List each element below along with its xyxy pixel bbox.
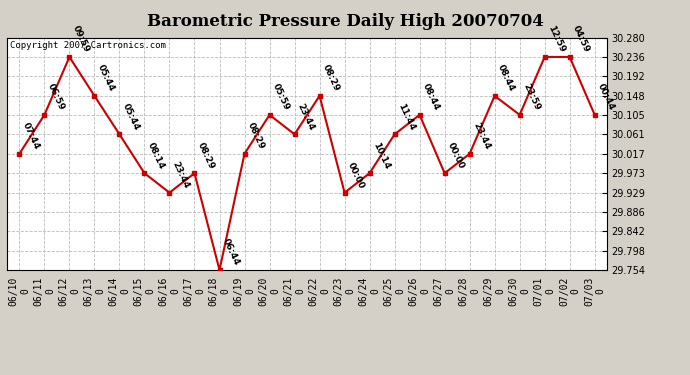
Text: 12:59: 12:59 xyxy=(546,24,566,54)
Text: 06:59: 06:59 xyxy=(46,82,66,112)
Text: 08:14: 08:14 xyxy=(146,141,166,170)
Text: 10:14: 10:14 xyxy=(371,141,391,170)
Text: Barometric Pressure Daily High 20070704: Barometric Pressure Daily High 20070704 xyxy=(146,13,544,30)
Text: 23:44: 23:44 xyxy=(471,121,491,151)
Text: 00:00: 00:00 xyxy=(446,141,466,170)
Text: 05:44: 05:44 xyxy=(121,102,141,132)
Text: 09:59: 09:59 xyxy=(71,24,91,54)
Text: 08:29: 08:29 xyxy=(246,121,266,151)
Text: Copyright 2007 Cartronics.com: Copyright 2007 Cartronics.com xyxy=(10,41,166,50)
Text: 06:44: 06:44 xyxy=(221,237,242,267)
Text: 08:44: 08:44 xyxy=(496,63,516,93)
Text: 23:44: 23:44 xyxy=(296,102,316,132)
Text: 08:29: 08:29 xyxy=(321,63,341,93)
Text: 11:44: 11:44 xyxy=(396,102,416,132)
Text: 00:44: 00:44 xyxy=(596,82,616,112)
Text: 08:44: 08:44 xyxy=(421,82,442,112)
Text: 07:44: 07:44 xyxy=(21,121,41,151)
Text: 23:44: 23:44 xyxy=(171,160,191,190)
Text: 05:44: 05:44 xyxy=(96,63,116,93)
Text: 04:59: 04:59 xyxy=(571,24,591,54)
Text: 23:59: 23:59 xyxy=(521,82,542,112)
Text: 08:29: 08:29 xyxy=(196,141,216,170)
Text: 05:59: 05:59 xyxy=(271,82,291,112)
Text: 00:00: 00:00 xyxy=(346,160,366,190)
